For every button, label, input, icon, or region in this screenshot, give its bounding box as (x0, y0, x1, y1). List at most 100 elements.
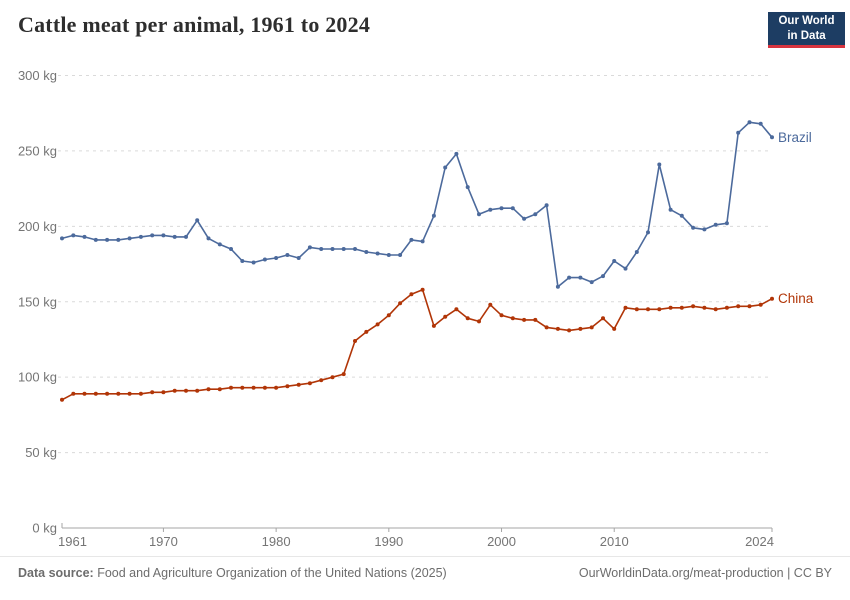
brazil-data-point[interactable] (477, 212, 481, 217)
brazil-data-point[interactable] (138, 234, 143, 239)
brazil-data-point[interactable] (184, 234, 188, 239)
owid-logo[interactable]: Our World in Data (768, 12, 845, 48)
china-data-point[interactable] (758, 302, 763, 307)
brazil-data-point[interactable] (555, 284, 560, 289)
brazil-data-point[interactable] (240, 259, 245, 263)
china-data-point[interactable] (262, 385, 267, 390)
brazil-data-point[interactable] (668, 207, 673, 212)
china-data-point[interactable] (319, 378, 324, 383)
brazil-data-point[interactable] (589, 280, 594, 285)
brazil-data-point[interactable] (691, 225, 696, 230)
china-data-point[interactable] (465, 316, 470, 321)
china-data-point[interactable] (555, 326, 560, 331)
china-data-point[interactable] (307, 381, 312, 386)
china-data-point[interactable] (420, 287, 425, 292)
brazil-data-point[interactable] (544, 203, 549, 208)
china-data-point[interactable] (409, 292, 414, 297)
brazil-data-point[interactable] (341, 247, 346, 251)
china-data-point[interactable] (93, 391, 98, 396)
brazil-data-point[interactable] (375, 251, 380, 256)
brazil-data-point[interactable] (364, 250, 369, 254)
china-data-point[interactable] (431, 323, 436, 328)
china-data-point[interactable] (488, 302, 493, 307)
china-data-point[interactable] (296, 382, 301, 387)
china-data-point[interactable] (60, 397, 64, 402)
china-data-point[interactable] (499, 313, 504, 318)
owid-url-link[interactable]: OurWorldinData.org/meat-production | CC … (578, 566, 832, 580)
brazil-data-point[interactable] (127, 236, 132, 241)
brazil-data-point[interactable] (206, 236, 211, 241)
brazil-data-point[interactable] (386, 253, 391, 257)
brazil-data-point[interactable] (567, 275, 572, 280)
brazil-data-point[interactable] (82, 234, 87, 239)
brazil-data-point[interactable] (713, 222, 718, 227)
brazil-line-series[interactable] (61, 121, 773, 288)
china-data-point[interactable] (510, 316, 515, 321)
china-data-point[interactable] (184, 388, 188, 393)
brazil-data-point[interactable] (262, 257, 267, 262)
brazil-data-point[interactable] (612, 259, 617, 263)
brazil-data-point[interactable] (161, 233, 166, 238)
brazil-data-point[interactable] (634, 250, 639, 254)
china-data-point[interactable] (646, 307, 650, 312)
brazil-data-point[interactable] (105, 237, 110, 242)
brazil-data-point[interactable] (71, 233, 76, 238)
china-data-point[interactable] (375, 322, 380, 327)
china-data-point[interactable] (71, 391, 76, 396)
brazil-data-point[interactable] (657, 162, 662, 167)
china-data-point[interactable] (668, 305, 673, 310)
china-data-point[interactable] (364, 329, 369, 334)
china-data-point[interactable] (443, 314, 448, 319)
china-data-point[interactable] (330, 375, 335, 380)
china-data-point[interactable] (736, 304, 741, 309)
brazil-data-point[interactable] (510, 206, 515, 211)
china-data-point[interactable] (522, 317, 527, 322)
china-data-point[interactable] (150, 390, 155, 395)
china-data-point[interactable] (724, 305, 729, 310)
brazil-data-point[interactable] (353, 247, 357, 251)
china-data-point[interactable] (702, 305, 707, 310)
line-chart-canvas[interactable]: 0 kg 50 kg 100 kg 150 kg 200 kg 250 kg 300 kg 1… (0, 0, 850, 556)
china-data-point[interactable] (567, 328, 572, 333)
brazil-data-point[interactable] (747, 120, 752, 125)
china-data-point[interactable] (82, 391, 87, 396)
brazil-data-point[interactable] (578, 275, 583, 280)
brazil-data-point[interactable] (195, 218, 200, 223)
china-data-point[interactable] (623, 305, 628, 310)
china-data-point[interactable] (274, 385, 279, 390)
china-data-point[interactable] (601, 316, 605, 321)
china-data-point[interactable] (161, 390, 166, 395)
brazil-data-point[interactable] (431, 213, 436, 218)
china-data-point[interactable] (770, 296, 774, 301)
china-data-point[interactable] (398, 301, 403, 306)
china-data-point[interactable] (172, 388, 177, 393)
brazil-data-point[interactable] (724, 221, 729, 226)
brazil-data-point[interactable] (217, 242, 222, 247)
china-data-point[interactable] (612, 326, 617, 331)
china-data-point[interactable] (691, 304, 696, 309)
china-data-point[interactable] (454, 307, 459, 312)
china-data-point[interactable] (713, 307, 718, 312)
brazil-data-point[interactable] (454, 151, 459, 156)
china-data-point[interactable] (747, 304, 752, 309)
brazil-data-point[interactable] (296, 256, 301, 260)
china-data-point[interactable] (138, 391, 143, 396)
china-data-point[interactable] (251, 385, 256, 390)
brazil-data-point[interactable] (758, 121, 763, 126)
china-data-point[interactable] (206, 387, 211, 392)
brazil-data-point[interactable] (702, 227, 707, 232)
china-data-point[interactable] (116, 391, 121, 396)
brazil-data-point[interactable] (409, 237, 414, 242)
brazil-data-point[interactable] (488, 207, 493, 212)
brazil-data-point[interactable] (499, 206, 504, 211)
china-data-point[interactable] (217, 387, 222, 392)
china-data-point[interactable] (229, 385, 233, 390)
china-data-point[interactable] (105, 391, 110, 396)
brazil-data-point[interactable] (251, 260, 256, 265)
brazil-data-point[interactable] (623, 266, 628, 271)
brazil-data-point[interactable] (60, 236, 64, 241)
china-line-series[interactable] (61, 288, 773, 401)
china-data-point[interactable] (533, 317, 538, 322)
brazil-data-point[interactable] (770, 135, 774, 140)
brazil-data-point[interactable] (533, 212, 538, 217)
